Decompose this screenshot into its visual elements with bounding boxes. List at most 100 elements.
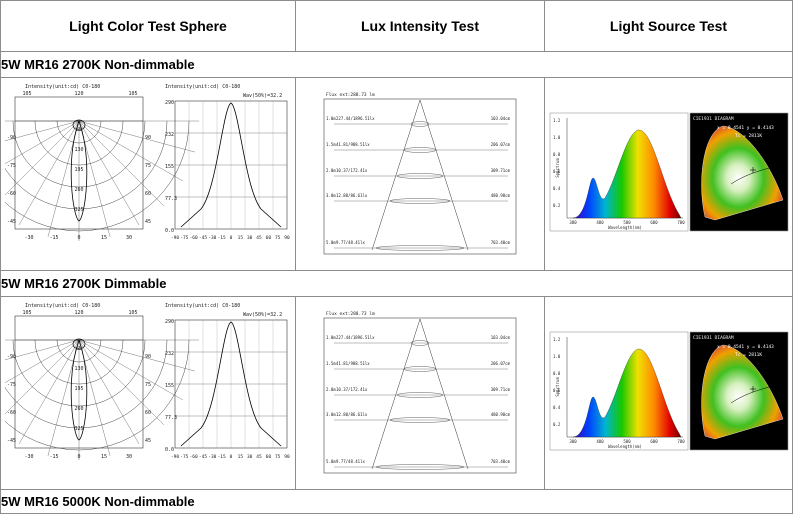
polar-bottom-tick: 15 — [101, 454, 107, 460]
spectrum-y-tick: 0.6 — [553, 388, 561, 393]
spectrum-x-tick: 680 — [650, 220, 658, 225]
linear-x-tick: -45 — [199, 454, 207, 460]
lux-distance: 3.0m — [326, 412, 336, 417]
lux-value: 10.37/172.41x — [336, 168, 368, 173]
polar-spoke — [0, 339, 80, 419]
linear-curve — [180, 102, 282, 227]
lux-distance: 3.0m — [326, 193, 336, 198]
linear-x-tick: 60 — [266, 235, 272, 241]
linear-x-tick: -45 — [199, 235, 207, 241]
lux-cone-right — [419, 318, 469, 469]
linear-x-tick: 75 — [275, 235, 281, 241]
lux-spot — [410, 339, 430, 346]
polar-left-tick: -45 — [7, 219, 16, 225]
polar-bottom-tick: 15 — [101, 235, 107, 241]
polar-spoke — [0, 120, 80, 200]
spectrum-y-tick: 0.4 — [553, 186, 561, 191]
lux-cone-left — [371, 99, 421, 250]
polar-top-tick: 120 — [74, 310, 83, 316]
product-title: 5W MR16 5000K Non-dimmable — [0, 489, 793, 514]
polar-left-tick: -60 — [7, 410, 16, 416]
header-lux-intensity: Lux Intensity Test — [295, 0, 545, 52]
linear-x-tick: -90 — [171, 454, 179, 460]
lux-cell: Flux ext:288.73 lm 1.0m 227.44/1896.51lx 10… — [295, 296, 545, 490]
polar-spoke — [18, 339, 80, 444]
product-title: 5W MR16 2700K Non-dimmable — [0, 51, 793, 78]
linear-x-tick: -75 — [180, 235, 188, 241]
product-charts-row: Intensity(unit:cd) C0-180 105 120 105 -90 -75… — [0, 296, 793, 490]
linear-x-tick: 90 — [284, 235, 290, 241]
lux-cone-left — [371, 318, 421, 469]
linear-y-tick: 290 — [165, 319, 174, 325]
polar-ring-label: 260 — [74, 187, 83, 193]
spectrum-x-tick: 380 — [569, 220, 577, 225]
lux-diameter: 309.71cm — [491, 387, 511, 392]
lux-value: 227.44/1896.51lx — [336, 116, 375, 121]
light-source-cell: 1.2 1.0 0.8 0.6 0.4 0.2 380 480 580 680 780 Wavelen… — [544, 296, 793, 490]
polar-right-tick: 60 — [145, 410, 151, 416]
spectrum-y-tick: 1.2 — [553, 337, 561, 342]
polar-bottom-tick: 0 — [77, 454, 80, 460]
linear-x-tick: -30 — [208, 454, 216, 460]
lux-value: 9.77/48.41lx — [336, 240, 365, 245]
polar-spoke — [18, 120, 80, 225]
linear-x-tick: 45 — [256, 454, 262, 460]
linear-x-tick: -15 — [218, 235, 226, 241]
lux-cell: Flux ext:288.73 lm 1.0m 227.44/1896.51lx 10… — [295, 77, 545, 271]
polar-spoke — [0, 120, 80, 142]
header-light-color: Light Color Test Sphere — [0, 0, 296, 52]
polar-spoke — [78, 120, 140, 225]
lux-distance: 1.0m — [326, 335, 336, 340]
product-title: 5W MR16 2700K Dimmable — [0, 270, 793, 297]
polar-left-tick: -90 — [7, 135, 16, 141]
lux-distance: 1.5m — [326, 142, 336, 147]
spectrum-x-tick: 480 — [596, 220, 604, 225]
polar-spoke — [78, 339, 195, 371]
header-row: Light Color Test Sphere Lux Intensity Te… — [0, 0, 793, 52]
spectrum-x-tick: 580 — [623, 220, 631, 225]
lux-spot — [396, 172, 444, 179]
polar-spoke — [78, 339, 164, 425]
polar-top-tick: 105 — [128, 91, 137, 97]
linear-y-tick: 155 — [165, 383, 174, 389]
polar-spoke — [78, 120, 195, 152]
polar-bottom-tick: -30 — [24, 454, 33, 460]
lux-value: 10.37/172.41x — [336, 387, 368, 392]
polar-left-tick: -90 — [7, 354, 16, 360]
polar-top-tick: 105 — [22, 91, 31, 97]
spectrum-y-tick: 0.6 — [553, 169, 561, 174]
product-title-row: 5W MR16 2700K Dimmable — [0, 270, 793, 297]
spectrum-y-tick: 0.8 — [553, 152, 561, 157]
polar-top-tick: 120 — [74, 91, 83, 97]
product-title-row: 5W MR16 2700K Non-dimmable — [0, 51, 793, 78]
linear-title: Intensity(unit:cd) C0-180 — [165, 84, 240, 90]
lux-spot — [403, 146, 437, 153]
polar-spoke — [0, 120, 80, 167]
polar-beam — [70, 120, 88, 221]
spectrum-y-tick: 1.0 — [553, 354, 561, 359]
lux-value: 12.88/86.61lx — [336, 412, 368, 417]
polar-ring-label: 195 — [74, 386, 83, 392]
linear-curve — [180, 321, 282, 446]
linear-y-tick: 155 — [165, 164, 174, 170]
lux-diameter: 206.07cm — [491, 361, 511, 366]
cie-title: CIE1931 DIAGRAM — [693, 335, 734, 341]
lux-cone-right — [419, 99, 469, 250]
product-title-row: 5W MR16 5000K Non-dimmable — [0, 489, 793, 514]
lux-distance: 2.0m — [326, 387, 336, 392]
spectrum-x-tick: 780 — [677, 220, 685, 225]
lux-frame — [323, 317, 517, 473]
linear-x-tick: 0 — [230, 235, 233, 241]
spectrum-x-tick: 380 — [569, 439, 577, 444]
lux-value: 41.81/988.51lx — [336, 142, 370, 147]
spectrum-curve — [572, 129, 681, 218]
linear-x-tick: -75 — [180, 454, 188, 460]
lux-diameter: 103.04cm — [491, 335, 511, 340]
lux-header: Flux ext:288.73 lm — [326, 92, 375, 98]
linear-y-tick: 77.3 — [165, 415, 177, 421]
lux-value: 41.81/988.51lx — [336, 361, 370, 366]
polar-left-tick: -45 — [7, 438, 16, 444]
polar-right-tick: 90 — [145, 354, 151, 360]
spectrum-x-tick: 780 — [677, 439, 685, 444]
